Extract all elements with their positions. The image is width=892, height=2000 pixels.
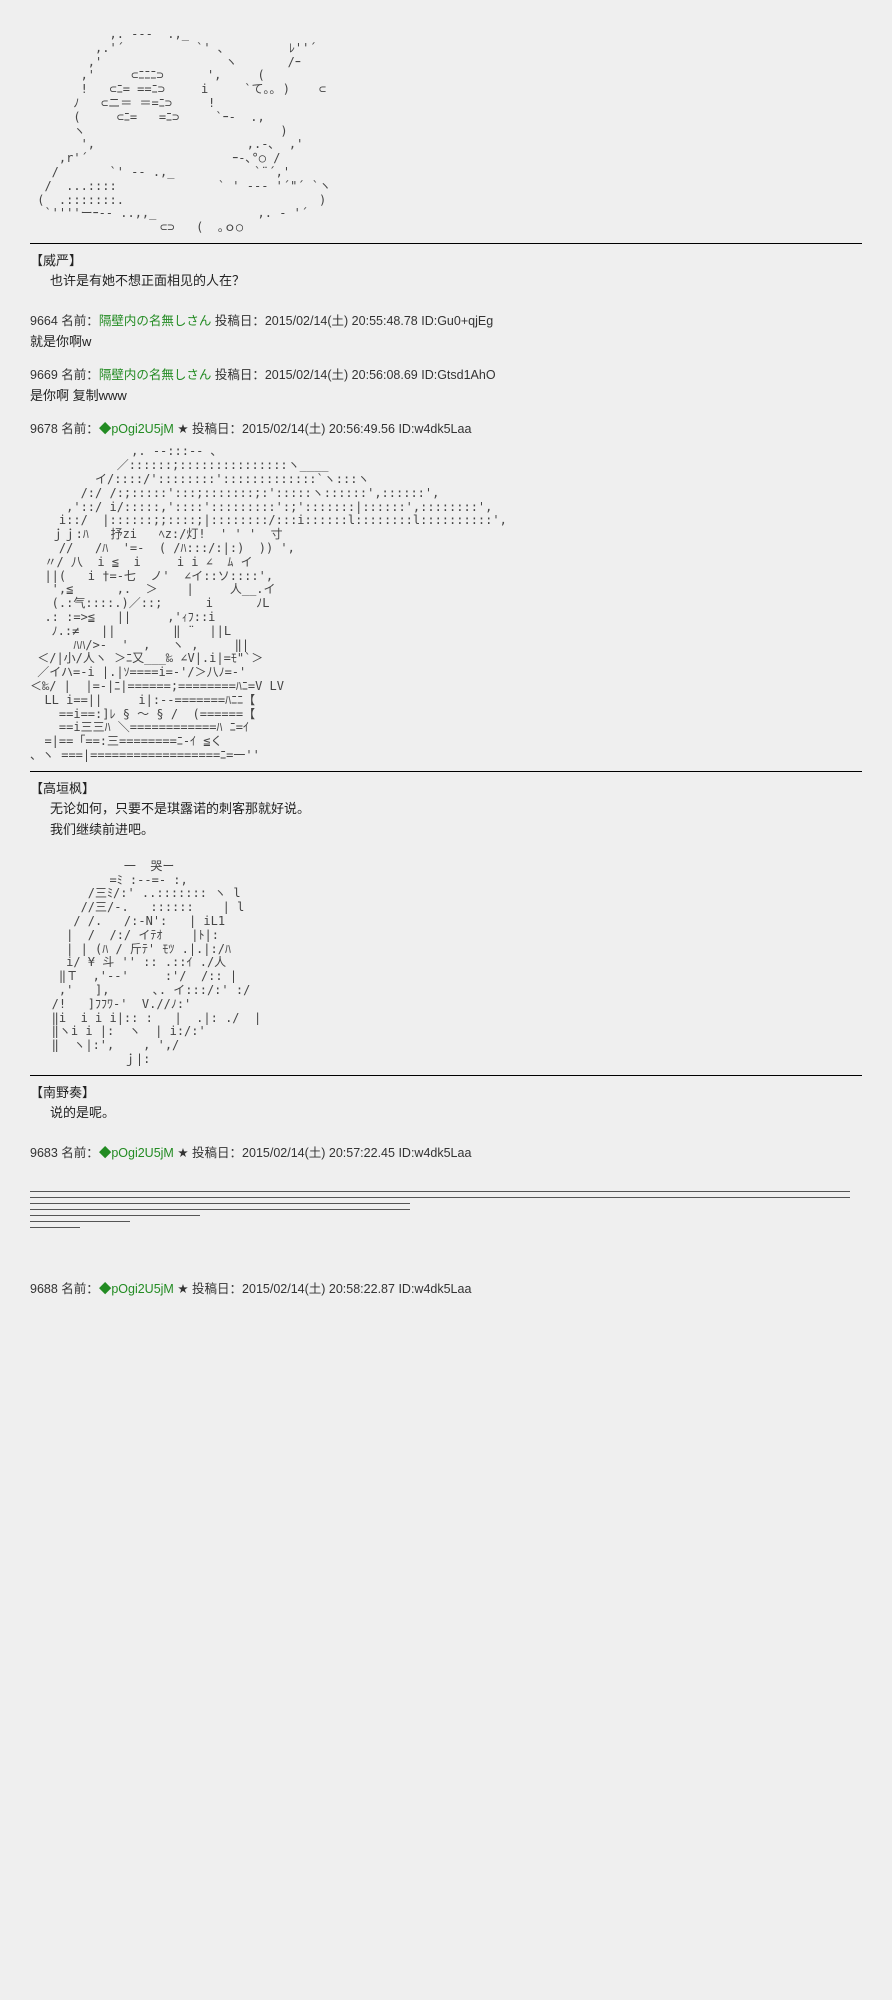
ascii-art-2: ,. -‐:::‐- ､ ／::::::;:::::::::::::::ヽ___… [30, 445, 862, 762]
rule-line [30, 1191, 850, 1192]
reply-header-9683: 9683 名前：◆pOgi2U5jM ★ 投稿日：2015/02/14(土) 2… [30, 1142, 862, 1161]
dialogue-2-line1: 无论如何，只要不是琪露诺的刺客那就好说。 [50, 799, 862, 819]
reply-header-9688: 9688 名前：◆pOgi2U5jM ★ 投稿日：2015/02/14(土) 2… [30, 1278, 862, 1297]
date-label: 投稿日： [192, 1282, 242, 1296]
date-label: 投稿日： [192, 1146, 242, 1160]
poster-name: 隔壁内の名無しさん [99, 314, 212, 328]
rule-line [30, 1221, 130, 1222]
ascii-art-1: ,. -‐- .,_ ,.'´ `' ､ ﾚ''´ ,' ヽ /ｰ ,' ⊂ﾆﾆ… [30, 28, 862, 235]
rule-line [30, 1197, 850, 1198]
date-label: 投稿日： [215, 368, 265, 382]
id-label: ID: [398, 422, 414, 436]
post-3: 一 哭ー =ﾐ :‐‐=- :, /三ﾐ/:' ..::::::: ヽ l //… [30, 860, 862, 1122]
trip-name: ◆pOgi2U5jM [99, 1282, 174, 1296]
post-id: Gtsd1AhO [437, 368, 495, 382]
date-label: 投稿日： [192, 422, 242, 436]
reply-num: 9669 [30, 368, 58, 382]
dialogue-2-line2: 我们继续前进吧。 [50, 820, 862, 840]
date-label: 投稿日： [215, 314, 265, 328]
name-label: 名前： [61, 368, 99, 382]
name-label: 名前： [61, 314, 99, 328]
dialogue-1: 也许是有她不想正面相见的人在？ [50, 271, 862, 291]
rule-line [30, 1203, 410, 1204]
speaker-label-3: 【南野奏】 [30, 1082, 862, 1101]
star-icon: ★ [177, 422, 188, 436]
name-label: 名前： [61, 1146, 99, 1160]
reply-body-9669: 是你啊 复制www [30, 385, 862, 404]
id-label: ID: [398, 1282, 414, 1296]
id-label: ID: [421, 368, 437, 382]
post-id: w4dk5Laa [414, 1282, 471, 1296]
transition-rules [30, 1191, 862, 1228]
reply-num: 9678 [30, 422, 58, 436]
post-date: 2015/02/14(土) 20:55:48.78 [265, 314, 418, 328]
post-id: w4dk5Laa [414, 422, 471, 436]
id-label: ID: [398, 1146, 414, 1160]
dialogue-3: 说的是呢。 [50, 1103, 862, 1123]
post-2: ,. -‐:::‐- ､ ／::::::;:::::::::::::::ヽ___… [30, 445, 862, 839]
reply-num: 9664 [30, 314, 58, 328]
trip-name: ◆pOgi2U5jM [99, 422, 174, 436]
star-icon: ★ [177, 1282, 188, 1296]
divider [30, 1075, 862, 1076]
poster-name: 隔壁内の名無しさん [99, 368, 212, 382]
post-id: Gu0+qjEg [437, 314, 493, 328]
divider [30, 243, 862, 244]
star-icon: ★ [177, 1146, 188, 1160]
speaker-label-2: 【高垣枫】 [30, 778, 862, 797]
divider [30, 771, 862, 772]
post-date: 2015/02/14(土) 20:57:22.45 [242, 1146, 395, 1160]
reply-header-9664: 9664 名前：隔壁内の名無しさん 投稿日：2015/02/14(土) 20:5… [30, 310, 862, 329]
id-label: ID: [421, 314, 437, 328]
reply-header-9669: 9669 名前：隔壁内の名無しさん 投稿日：2015/02/14(土) 20:5… [30, 364, 862, 383]
name-label: 名前： [61, 422, 99, 436]
reply-num: 9683 [30, 1146, 58, 1160]
post-date: 2015/02/14(土) 20:56:49.56 [242, 422, 395, 436]
post-id: w4dk5Laa [414, 1146, 471, 1160]
post-date: 2015/02/14(土) 20:58:22.87 [242, 1282, 395, 1296]
trip-name: ◆pOgi2U5jM [99, 1146, 174, 1160]
name-label: 名前： [61, 1282, 99, 1296]
rule-line [30, 1209, 410, 1210]
rule-line [30, 1227, 80, 1228]
post-1: ,. -‐- .,_ ,.'´ `' ､ ﾚ''´ ,' ヽ /ｰ ,' ⊂ﾆﾆ… [30, 28, 862, 290]
reply-num: 9688 [30, 1282, 58, 1296]
ascii-art-3: 一 哭ー =ﾐ :‐‐=- :, /三ﾐ/:' ..::::::: ヽ l //… [30, 860, 862, 1067]
speaker-label-1: 【威严】 [30, 250, 862, 269]
reply-header-9678: 9678 名前：◆pOgi2U5jM ★ 投稿日：2015/02/14(土) 2… [30, 418, 862, 437]
post-date: 2015/02/14(土) 20:56:08.69 [265, 368, 418, 382]
reply-body-9664: 就是你啊w [30, 331, 862, 350]
rule-line [30, 1215, 200, 1216]
